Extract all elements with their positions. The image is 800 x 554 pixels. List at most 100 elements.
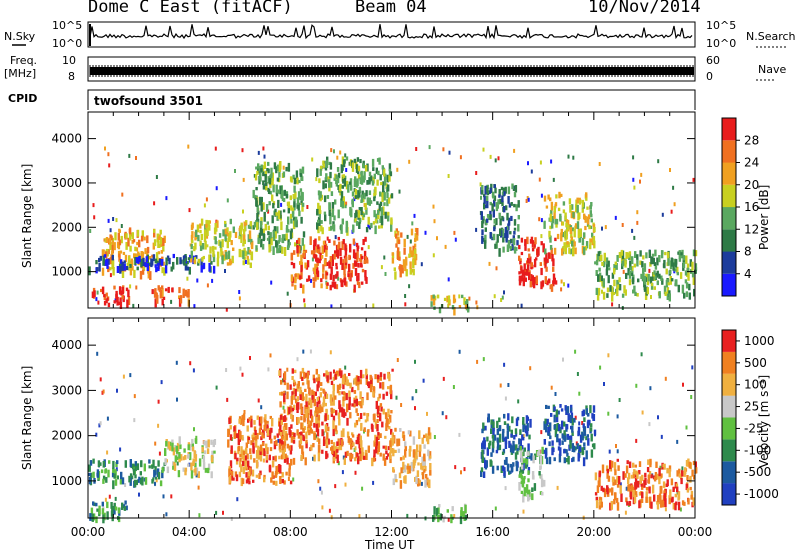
power-echo-5 [277,210,281,220]
velocity-echo-7 [490,452,493,457]
velocity-echo-4 [359,413,363,419]
power-speckle [527,161,529,166]
power-echo-12 [520,251,524,256]
power-echo-14 [606,264,609,270]
velocity-speckle [682,382,684,387]
power-speckle [650,295,652,299]
velocity-echo-3 [252,437,255,443]
velocity-echo-10 [651,484,655,494]
power-speckle [494,158,497,163]
velocity-echo-3 [260,416,263,424]
velocity-echo-7 [506,463,510,472]
velocity-echo-4 [279,401,282,408]
velocity-echo-4 [296,429,299,436]
velocity-echo-7 [509,463,512,468]
velocity-echo-4 [354,422,357,428]
velocity-echo-8 [527,494,530,502]
power-echo-8 [358,192,361,198]
velocity-echo-5 [429,455,432,459]
velocity-speckle [257,398,260,403]
velocity-echo-7 [529,418,532,428]
power-echo-1 [148,256,152,260]
power-echo-7 [343,277,347,286]
velocity-echo-4 [297,434,301,439]
power-echo-6 [316,270,320,277]
power-echo-5 [262,228,265,234]
power-speckle [188,208,191,213]
velocity-echo-3 [283,415,287,422]
velocity-echo-10 [686,475,689,481]
velocity-echo-6 [438,504,441,508]
power-echo-8 [320,225,323,232]
power-echo-8 [341,218,344,225]
velocity-echo-3 [247,478,250,483]
power-echo-14 [647,273,650,282]
power-echo-4 [238,235,241,240]
velocity-echo-7 [493,434,497,441]
velocity-echo-3 [268,432,272,440]
velocity-echo-4 [312,391,315,400]
velocity-echo-10 [596,485,600,493]
velocity-echo-10 [598,496,602,502]
velocity-echo-3 [248,467,252,477]
velocity-echo-7 [511,416,514,424]
power-echo-8 [358,186,362,194]
power-echo-7 [361,268,365,273]
power-echo-7 [340,279,343,283]
velocity-echo-9 [571,425,574,433]
velocity-echo-4 [337,371,340,377]
velocity-echo-10 [639,476,642,484]
power-echo-1 [101,267,105,276]
velocity-speckle [115,467,118,472]
power-echo-8 [386,192,389,199]
power-echo-8 [337,209,340,219]
power-speckle [633,185,636,190]
power-echo-6 [313,239,316,246]
power-echo-13 [581,199,585,208]
velocity-echo-4 [325,408,328,412]
velocity-speckle [175,360,178,365]
power-echo-14 [611,272,615,279]
power-echo-13 [543,220,546,229]
power-echo-8 [331,202,335,211]
velocity-speckle [659,465,662,470]
velocity-echo-10 [608,488,612,492]
power-echo-1 [133,269,136,278]
power-speckle [598,162,601,166]
velocity-echo-8 [522,450,525,457]
power-echo-11 [484,234,487,244]
velocity-echo-5 [408,465,411,474]
velocity-echo-8 [538,449,541,455]
power-colorbar-swatch [722,118,736,141]
power-speckle [611,302,614,307]
velocity-echo-4 [279,439,282,446]
velocity-echo-10 [668,465,672,472]
velocity-echo-4 [359,391,362,400]
velocity-echo-10 [694,461,697,468]
power-echo-9 [397,239,401,245]
velocity-echo-7 [515,460,518,467]
power-echo-14 [689,259,692,267]
power-echo-5 [265,204,269,212]
velocity-echo-4 [330,407,334,415]
velocity-speckle [476,359,479,364]
velocity-echo-4 [383,457,387,466]
velocity-echo-5 [391,432,394,440]
velocity-echo-4 [294,388,297,397]
velocity-echo-4 [372,386,376,394]
power-echo-10 [447,295,451,304]
velocity-echo-1 [139,471,142,476]
velocity-echo-3 [282,429,285,435]
power-echo-2 [104,259,107,266]
power-echo-8 [383,202,386,206]
power-echo-7 [344,262,348,269]
velocity-echo-10 [632,490,635,496]
power-echo-13 [567,224,570,231]
velocity-echo-4 [321,421,324,426]
power-echo-10 [446,295,449,303]
velocity-echo-10 [656,495,660,503]
power-speckle [669,168,671,172]
velocity-echo-4 [288,445,291,451]
power-echo-1 [144,248,147,255]
velocity-echo-3 [253,458,256,463]
